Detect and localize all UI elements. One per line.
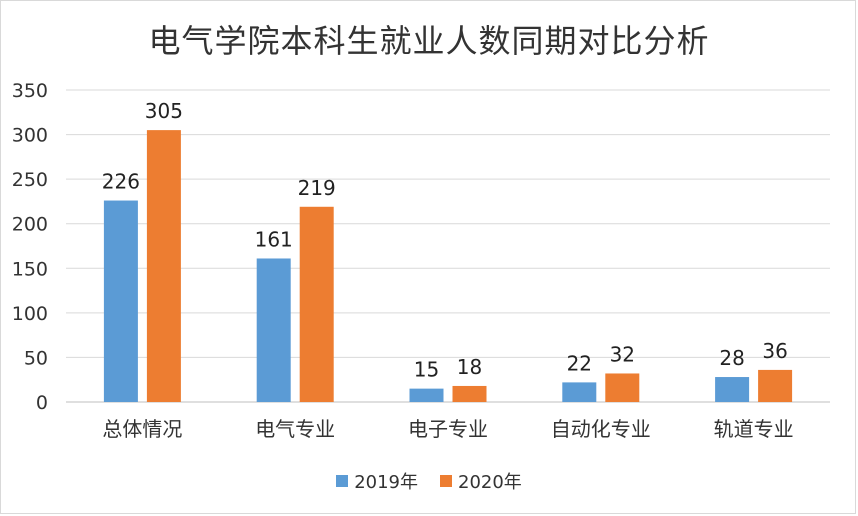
data-label-series-1-3: 32 — [610, 342, 635, 366]
x-category-label: 电气专业 — [255, 417, 335, 441]
y-tick-label: 200 — [12, 214, 48, 236]
y-tick-label: 300 — [12, 125, 48, 147]
data-label-series-1-0: 305 — [145, 99, 183, 123]
bar-series-1-3[interactable] — [605, 373, 640, 402]
legend-label-series-1: 2020年 — [458, 472, 522, 493]
bar-series-1-0[interactable] — [146, 130, 181, 402]
x-category-label: 总体情况 — [102, 417, 182, 441]
legend-label-series-0: 2019年 — [354, 472, 418, 493]
data-label-series-0-2: 15 — [414, 358, 439, 382]
legend: 2019年 2020年 — [0, 468, 858, 494]
bar-series-1-1[interactable] — [299, 206, 334, 402]
bar-series-0-1[interactable] — [256, 258, 291, 402]
data-label-series-0-1: 161 — [255, 227, 293, 251]
chart-title: 电气学院本科生就业人数同期对比分析 — [148, 22, 710, 60]
y-tick-label: 100 — [12, 303, 48, 325]
y-tick-label: 150 — [12, 258, 48, 280]
data-label-series-1-4: 36 — [762, 339, 787, 363]
bar-series-0-0[interactable] — [103, 200, 138, 402]
bar-series-1-2[interactable] — [452, 385, 487, 402]
legend-item-series-0[interactable]: 2019年 — [336, 468, 418, 494]
bar-series-1-4[interactable] — [758, 369, 793, 402]
legend-swatch-series-0 — [336, 475, 349, 487]
x-category-label: 自动化专业 — [551, 417, 651, 441]
bar-series-0-4[interactable] — [715, 377, 750, 402]
legend-item-series-1[interactable]: 2020年 — [440, 468, 522, 494]
x-category-label: 轨道专业 — [714, 417, 794, 441]
data-label-series-1-2: 18 — [457, 355, 482, 379]
data-label-series-0-0: 226 — [102, 170, 140, 194]
gridlines — [66, 89, 830, 403]
bars — [103, 130, 793, 402]
data-label-series-0-4: 28 — [719, 346, 744, 370]
y-tick-label: 350 — [12, 80, 48, 102]
bar-series-0-3[interactable] — [562, 382, 597, 402]
x-category-label: 电子专业 — [408, 417, 488, 441]
y-tick-label: 0 — [36, 392, 48, 414]
y-tick-label: 250 — [12, 169, 48, 191]
data-labels: 226 305 161 219 15 18 22 32 28 36 — [102, 99, 788, 382]
data-label-series-1-1: 219 — [298, 176, 336, 200]
data-label-series-0-3: 22 — [567, 351, 592, 375]
x-axis-categories: 总体情况 电气专业 电子专业 自动化专业 轨道专业 — [102, 417, 793, 441]
y-axis-ticks: 0 50 100 150 200 250 300 350 — [12, 80, 48, 414]
y-tick-label: 50 — [24, 347, 48, 369]
legend-swatch-series-1 — [440, 475, 452, 487]
bar-series-0-2[interactable] — [409, 388, 444, 402]
